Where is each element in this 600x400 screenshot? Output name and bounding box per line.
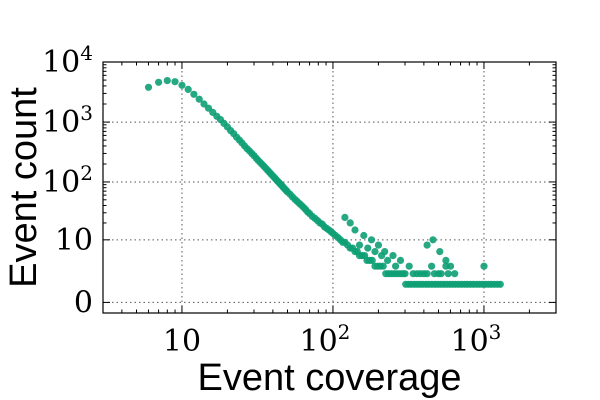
scatter-point — [163, 77, 171, 85]
x-axis-label: Event coverage — [197, 357, 461, 399]
scatter-point — [371, 248, 379, 256]
scatter-point — [423, 270, 431, 278]
scatter-point — [367, 236, 376, 244]
scatter-point — [368, 256, 376, 264]
scatter-point — [190, 90, 198, 98]
scatter-point — [451, 270, 459, 278]
scatter-point — [195, 95, 203, 103]
x-tick-label: 10 — [163, 324, 201, 359]
scatter-point — [446, 262, 455, 270]
x-tick-label: 102 — [299, 320, 350, 359]
y-tick-label: 0 — [74, 285, 93, 320]
scatter-point — [429, 236, 437, 244]
x-tick-label: 103 — [450, 320, 501, 359]
scatter-point — [444, 270, 452, 278]
y-tick-label: 103 — [42, 101, 93, 140]
scatter-point — [389, 252, 397, 260]
scatter-point — [409, 270, 417, 278]
scatter-point — [374, 241, 382, 249]
scatter-point — [401, 270, 409, 278]
scatter-point — [442, 256, 450, 264]
scatter-point — [364, 244, 372, 252]
scatter-point — [351, 226, 359, 234]
scatter-point — [341, 213, 349, 221]
data-points — [144, 77, 504, 288]
plot-frame — [102, 61, 557, 314]
scatter-point — [416, 270, 425, 278]
scatter-point — [480, 262, 488, 270]
scatter-point — [379, 262, 387, 270]
scatter-point — [346, 219, 354, 227]
y-tick-label: 104 — [42, 41, 93, 80]
axis-ticks — [102, 61, 557, 313]
scatter-point — [392, 262, 400, 270]
scatter-point — [430, 270, 438, 278]
scatter-point — [155, 78, 163, 86]
y-axis-label: Event count — [3, 87, 45, 288]
scatter-point — [396, 256, 405, 264]
scatter-point — [496, 280, 504, 288]
scatter-point — [355, 241, 364, 249]
grid-lines — [103, 61, 556, 313]
scatter-point — [144, 83, 153, 91]
scatter-point — [437, 270, 445, 278]
scatter-point — [178, 81, 186, 89]
x-tick-labels: 10 102 103 — [163, 320, 502, 359]
scatter-point — [360, 231, 368, 240]
y-tick-labels: 0 10 102 103 104 — [42, 41, 93, 320]
scatter-point — [200, 100, 208, 108]
scatter-point — [184, 85, 192, 93]
scatter-point — [428, 262, 436, 270]
scatter-point — [171, 78, 179, 86]
y-tick-label: 10 — [55, 223, 93, 258]
scatter-point — [378, 252, 386, 260]
y-tick-label: 102 — [42, 161, 93, 200]
scatter-point — [384, 256, 392, 264]
scatter-point — [436, 248, 444, 256]
scatter-point — [423, 241, 431, 249]
scatter-point — [405, 262, 413, 270]
